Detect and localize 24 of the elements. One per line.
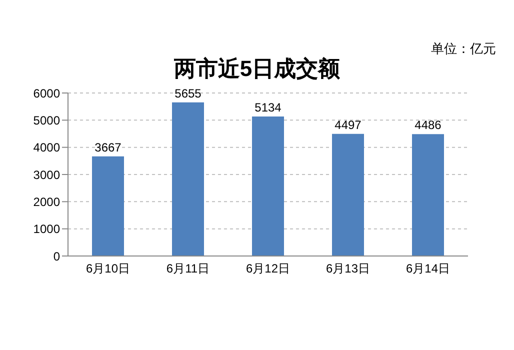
data-label: 5655	[174, 86, 202, 100]
bar	[172, 102, 204, 256]
x-tick-label: 6月11日	[166, 262, 210, 276]
bar	[92, 156, 124, 256]
y-tick-label: 4000	[33, 140, 60, 155]
y-tick-label: 0	[53, 249, 60, 264]
bar	[332, 134, 364, 256]
data-label: 4497	[334, 118, 362, 132]
y-tick-label: 5000	[33, 113, 60, 128]
data-label: 4486	[414, 118, 442, 132]
bar	[412, 134, 444, 256]
y-tick-label: 1000	[33, 222, 60, 236]
bar	[252, 116, 284, 256]
chart-title: 两市近5日成交额	[174, 56, 340, 81]
x-tick-label: 6月13日	[326, 262, 370, 276]
y-tick-label: 3000	[33, 168, 60, 182]
data-label: 3667	[94, 140, 122, 154]
data-label: 5134	[254, 100, 282, 115]
y-tick-label: 2000	[33, 194, 60, 209]
text: 单位：亿元	[431, 40, 496, 58]
x-tick-label: 6月14日	[406, 262, 450, 276]
x-tick-label: 6月10日	[86, 262, 130, 276]
y-tick-label: 6000	[33, 86, 60, 100]
x-tick-label: 6月12日	[246, 262, 290, 276]
